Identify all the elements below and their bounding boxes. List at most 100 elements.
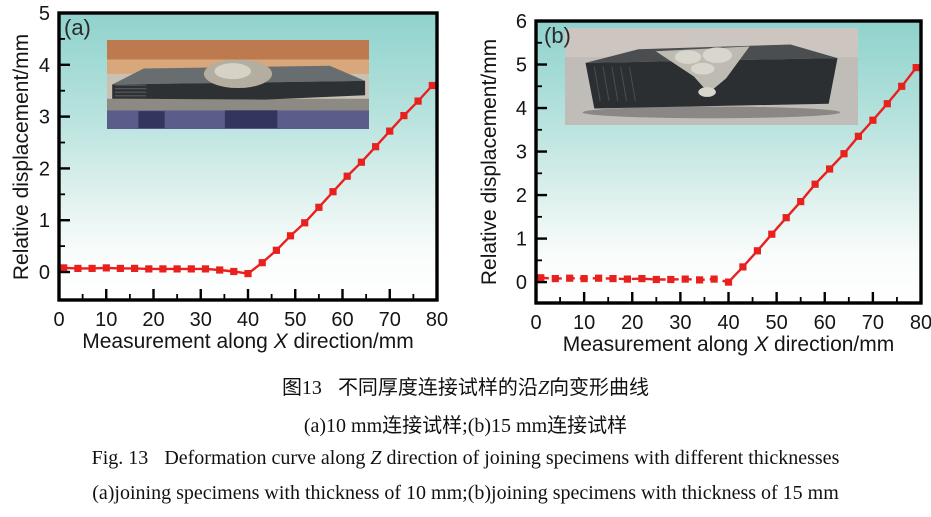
data-point-marker xyxy=(386,127,394,135)
x-tick-label: 80 xyxy=(910,312,931,334)
data-point-marker xyxy=(739,263,747,271)
y-tick-label: 1 xyxy=(39,210,50,232)
x-tick-label: 10 xyxy=(95,309,117,331)
data-point-marker xyxy=(173,265,181,273)
data-point-marker xyxy=(216,266,224,274)
data-point-marker xyxy=(696,276,704,284)
y-tick-label: 5 xyxy=(39,3,50,25)
chart-b-y-axis-title: Relative displacement/mm xyxy=(468,21,512,303)
chart-panel-b: 0 10 20 30 40 50 60 70 80 0 1 2 3 4 5 6 Relative displa… xyxy=(465,0,931,360)
data-point-marker xyxy=(883,100,891,108)
data-point-marker xyxy=(623,275,631,283)
x-tick-label: 70 xyxy=(862,312,884,334)
data-point-marker xyxy=(681,275,689,283)
x-tick-label: 40 xyxy=(237,309,259,331)
y-tick-label: 3 xyxy=(516,142,527,164)
caption-en-fig-number: Fig. 13 xyxy=(91,447,149,469)
data-point-marker xyxy=(797,198,805,206)
data-point-marker xyxy=(595,274,603,282)
data-point-marker xyxy=(667,275,675,284)
data-point-marker xyxy=(329,188,337,196)
data-point-marker xyxy=(414,97,422,105)
specimen-photo-15mm xyxy=(565,28,858,125)
data-point-marker xyxy=(609,275,617,283)
data-point-marker xyxy=(230,267,238,276)
x-tick-label: 20 xyxy=(621,312,643,334)
panel-a-label: (a) xyxy=(64,15,91,40)
data-point-marker xyxy=(201,265,210,273)
data-point-marker xyxy=(753,247,761,255)
caption-zh-title: 图13 不同厚度连接试样的沿Z向变形曲线 xyxy=(281,377,650,399)
y-tick-label: 4 xyxy=(516,98,527,120)
data-point-marker xyxy=(74,264,82,272)
specimen-photo-10mm xyxy=(107,40,369,129)
x-tick-label: 30 xyxy=(669,312,691,334)
chart-b-y-axis-title-text: Relative displacement/mm xyxy=(478,38,502,286)
data-point-marker xyxy=(566,274,574,282)
data-point-marker xyxy=(854,132,862,140)
data-point-marker xyxy=(357,158,365,166)
x-tick-label: 0 xyxy=(530,312,541,334)
data-point-marker xyxy=(301,219,309,227)
data-point-marker xyxy=(869,116,877,124)
data-point-marker xyxy=(580,275,588,283)
data-point-marker xyxy=(187,265,195,273)
data-point-marker xyxy=(428,81,436,90)
data-point-marker xyxy=(145,265,153,273)
data-point-marker xyxy=(724,278,733,286)
y-tick-label: 3 xyxy=(39,107,50,129)
data-point-marker xyxy=(88,264,96,272)
y-tick-label: 5 xyxy=(516,55,527,77)
y-tick-label: 0 xyxy=(39,262,50,284)
y-tick-label: 2 xyxy=(39,158,50,180)
x-tick-label: 70 xyxy=(379,309,401,331)
data-point-marker xyxy=(537,274,545,282)
data-point-marker xyxy=(782,214,790,222)
data-point-marker xyxy=(272,246,280,254)
x-tick-label: 20 xyxy=(142,309,164,331)
data-point-marker xyxy=(898,82,906,90)
chart-a-y-axis-title: Relative displacement/mm xyxy=(0,13,44,300)
data-point-marker xyxy=(116,264,124,272)
chart-panel-a: 0 10 20 30 40 50 60 70 80 0 1 2 3 4 5 Relative displac… xyxy=(0,0,465,360)
chart-b-x-axis-title: Measurement along X direction/mm xyxy=(562,333,895,356)
data-point-marker xyxy=(244,270,252,278)
x-tick-label: 10 xyxy=(573,312,595,334)
plot-frame xyxy=(534,19,923,305)
x-tick-label: 50 xyxy=(284,309,306,331)
x-tick-label: 0 xyxy=(53,309,64,331)
x-tick-label: 80 xyxy=(426,309,448,331)
chart-b-canvas: 0 10 20 30 40 50 60 70 80 0 1 2 3 4 5 6 xyxy=(516,11,931,334)
data-point-marker xyxy=(710,275,718,283)
data-point-marker xyxy=(912,64,920,72)
data-point-marker xyxy=(159,265,167,273)
x-tick-label: 30 xyxy=(190,309,212,331)
chart-a-y-axis-title-text: Relative displacement/mm xyxy=(10,33,34,280)
y-tick-label: 4 xyxy=(39,55,50,77)
x-tick-label: 60 xyxy=(814,312,836,334)
data-point-marker xyxy=(372,143,380,151)
data-point-marker xyxy=(551,275,559,283)
x-tick-label: 40 xyxy=(717,312,739,334)
caption-zh-fig-number: 图13 xyxy=(281,377,322,399)
data-point-marker xyxy=(315,203,323,211)
caption-zh-subtitle: (a)10 mm连接试样;(b)15 mm连接试样 xyxy=(303,415,628,437)
panel-b-label: (b) xyxy=(544,23,571,48)
data-point-marker xyxy=(811,180,819,188)
chart-a-x-axis-title: Measurement along X direction/mm xyxy=(82,330,414,353)
x-tick-label: 50 xyxy=(766,312,788,334)
caption-en-subtitle: (a)joining specimens with thickness of 1… xyxy=(92,482,839,504)
y-tick-label: 2 xyxy=(516,185,527,207)
data-point-marker xyxy=(60,264,68,272)
chart-a-canvas: 0 10 20 30 40 50 60 70 80 0 1 2 3 4 5 xyxy=(39,3,448,331)
x-tick-label: 60 xyxy=(331,309,353,331)
data-point-marker xyxy=(102,264,110,272)
data-point-marker xyxy=(343,172,351,180)
y-tick-label: 1 xyxy=(516,229,527,251)
data-point-marker xyxy=(826,165,834,173)
data-point-marker xyxy=(131,264,139,272)
data-point-marker xyxy=(400,112,408,120)
caption-en-title: Fig. 13 Deformation curve along Z directi… xyxy=(91,447,840,469)
data-point-marker xyxy=(258,259,266,267)
